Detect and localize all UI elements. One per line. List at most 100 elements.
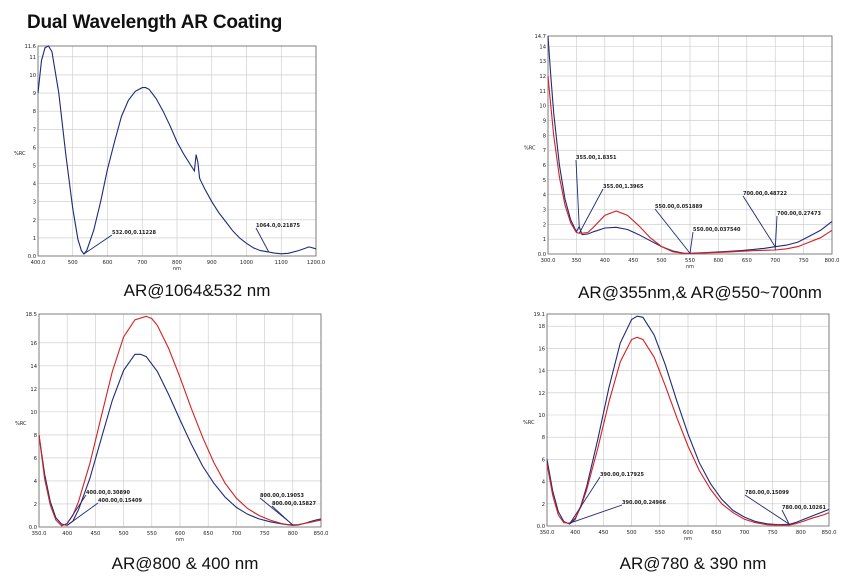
annotation-label: 700.00,0.48722 bbox=[743, 191, 787, 197]
annotation-label: 780.00,0.15099 bbox=[745, 490, 789, 496]
x-tick-label: 700 bbox=[137, 260, 147, 266]
x-tick-label: 900 bbox=[207, 260, 217, 266]
x-tick-label: 550 bbox=[655, 530, 665, 536]
x-tick-label: 650 bbox=[203, 531, 213, 537]
y-tick-label: 6 bbox=[34, 456, 37, 462]
y-tick-label: 11.6 bbox=[24, 44, 36, 50]
annotation-leader bbox=[271, 505, 294, 526]
chart-caption-355-550-700: AR@355nm,& AR@550~700nm bbox=[578, 283, 822, 302]
y-tick-label: 18 bbox=[538, 324, 545, 330]
x-tick-label: 1000 bbox=[240, 260, 253, 266]
y-tick-label: 0.0 bbox=[538, 252, 546, 258]
y-tick-label: 8 bbox=[34, 433, 37, 439]
x-tick-label: 550 bbox=[685, 258, 695, 264]
y-tick-label: 16 bbox=[538, 346, 545, 352]
y-tick-label: 5 bbox=[543, 178, 546, 184]
annotation-leader bbox=[255, 227, 270, 253]
chart-caption-780-390: AR@780 & 390 nm bbox=[619, 554, 767, 573]
plot-frame bbox=[547, 35, 833, 255]
y-tick-label: 9 bbox=[33, 91, 36, 97]
y-tick-label: 2 bbox=[542, 502, 545, 508]
x-axis-label: nm bbox=[176, 537, 184, 543]
x-tick-label: 400 bbox=[570, 530, 580, 536]
y-tick-label: 1 bbox=[543, 237, 546, 243]
x-tick-label: 800 bbox=[796, 530, 806, 536]
y-tick-label: 12 bbox=[538, 391, 545, 397]
plot-frame bbox=[546, 313, 830, 527]
annotation-label: 355.00,1.8351 bbox=[576, 155, 617, 161]
y-tick-label: 2 bbox=[33, 218, 36, 224]
y-tick-label: 14.7 bbox=[534, 34, 546, 40]
annotation-label: 550.00,0.051889 bbox=[655, 204, 703, 210]
annotation-label: 800.00,0.19053 bbox=[260, 493, 304, 499]
y-tick-label: 6 bbox=[542, 457, 545, 463]
y-tick-label: 14 bbox=[539, 44, 546, 50]
y-tick-label: 5 bbox=[33, 163, 36, 169]
annotation-label: 400.00,0.15409 bbox=[98, 498, 142, 504]
x-tick-label: 1200.0 bbox=[307, 260, 325, 266]
x-tick-label: 850.0 bbox=[822, 530, 837, 536]
x-tick-label: 400.0 bbox=[31, 260, 46, 266]
annotation-leader bbox=[569, 476, 601, 525]
annotation-leader bbox=[83, 234, 113, 255]
annotation-leader bbox=[575, 159, 580, 227]
annotation-leader bbox=[781, 509, 790, 526]
y-tick-label: 14 bbox=[30, 364, 37, 370]
annotation-label: 800.00,0.15827 bbox=[272, 501, 316, 507]
x-tick-label: 550 bbox=[147, 531, 157, 537]
x-axis-label: nm bbox=[686, 264, 694, 270]
x-tick-label: 700 bbox=[231, 531, 241, 537]
x-tick-label: 800 bbox=[172, 260, 182, 266]
y-tick-label: 8 bbox=[33, 109, 36, 115]
plot-frame bbox=[38, 313, 322, 528]
x-tick-label: 850.0 bbox=[314, 531, 329, 537]
annotation-label: 532.00,0.11228 bbox=[112, 230, 156, 236]
x-tick-label: 650 bbox=[742, 258, 752, 264]
y-tick-label: 18.5 bbox=[25, 312, 37, 318]
y-tick-label: 10 bbox=[29, 73, 36, 79]
y-axis-label: %RC bbox=[523, 420, 535, 426]
chart-800-400: 0.0 2 4 6 8 10 12 14 16 18.5 350.0 400 450 500 550 600 6… bbox=[15, 312, 329, 543]
x-tick-label: 450 bbox=[598, 530, 608, 536]
annotation-label: 390.00,0.24966 bbox=[622, 500, 666, 506]
page-title: Dual Wavelength AR Coating bbox=[27, 12, 283, 33]
x-tick-label: 800 bbox=[288, 531, 298, 537]
x-tick-label: 600 bbox=[713, 258, 723, 264]
annotation-label: 400.00,0.30890 bbox=[86, 490, 130, 496]
y-tick-label: 14 bbox=[538, 369, 545, 375]
annotation-label: 355.00,1.3965 bbox=[603, 184, 644, 190]
x-axis-label: nm bbox=[173, 266, 181, 272]
y-tick-label: 0.0 bbox=[537, 524, 545, 530]
x-tick-label: 750 bbox=[768, 530, 778, 536]
y-tick-label: 16 bbox=[30, 341, 37, 347]
x-tick-label: 300.0 bbox=[541, 258, 556, 264]
plot-frame bbox=[37, 45, 317, 257]
y-tick-label: 2 bbox=[543, 222, 546, 228]
y-tick-label: 0.0 bbox=[28, 254, 36, 260]
x-tick-label: 600 bbox=[683, 530, 693, 536]
y-tick-label: 8 bbox=[542, 435, 545, 441]
y-tick-label: 10 bbox=[538, 413, 545, 419]
series-line-red bbox=[546, 336, 830, 526]
y-tick-label: 12 bbox=[539, 74, 546, 80]
chart-780-390: 0.0 2 4 6 8 10 12 14 16 18 19.1 350.0 400 450 500 550 60… bbox=[523, 312, 837, 542]
x-tick-label: 700 bbox=[739, 530, 749, 536]
x-tick-label: 450 bbox=[628, 258, 638, 264]
y-axis-label: %RC bbox=[15, 421, 27, 427]
x-tick-label: 500 bbox=[657, 258, 667, 264]
annotation-leader bbox=[744, 494, 790, 525]
annotation-label: 1064.0,0.21875 bbox=[256, 223, 300, 229]
y-axis-label: %RC bbox=[14, 151, 26, 157]
x-tick-label: 650 bbox=[711, 530, 721, 536]
y-tick-label: 0.0 bbox=[29, 525, 37, 531]
annotation-leader bbox=[654, 208, 691, 254]
x-axis-label: nm bbox=[684, 536, 692, 542]
x-tick-label: 750 bbox=[799, 258, 809, 264]
annotation-leader bbox=[742, 195, 776, 247]
y-tick-label: 11 bbox=[29, 55, 36, 61]
x-tick-label: 350 bbox=[571, 258, 581, 264]
y-tick-label: 4 bbox=[542, 480, 546, 486]
series-line-blue bbox=[37, 45, 317, 255]
x-tick-label: 500 bbox=[68, 260, 78, 266]
